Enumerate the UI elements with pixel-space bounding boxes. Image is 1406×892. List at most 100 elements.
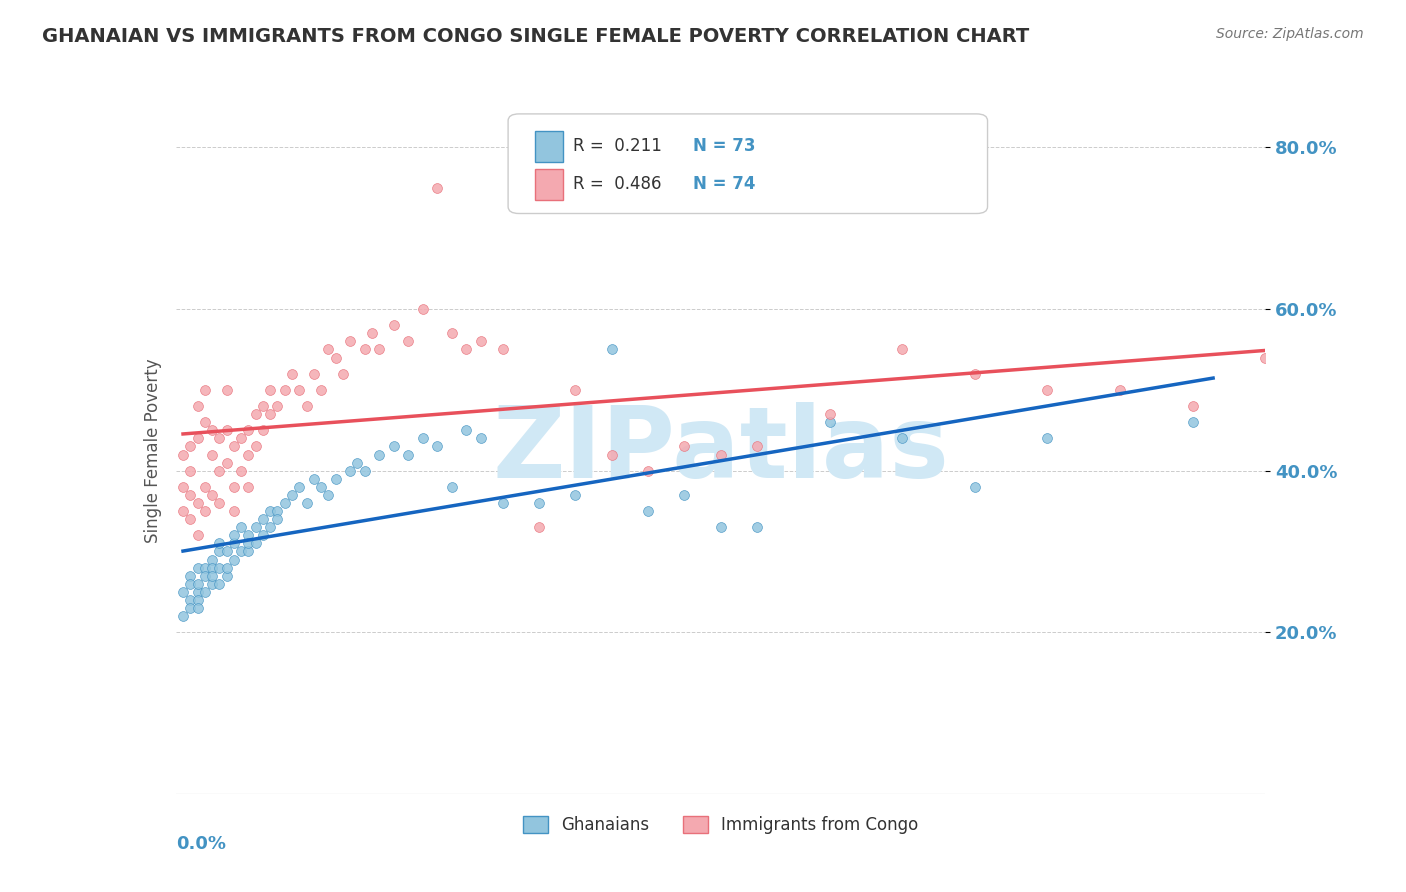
Text: R =  0.211: R = 0.211: [574, 137, 662, 155]
Point: [179, 512, 201, 526]
Point: [238, 480, 260, 494]
Y-axis label: Single Female Poverty: Single Female Poverty: [143, 359, 162, 542]
Point: [339, 464, 361, 478]
Point: [600, 343, 623, 357]
Point: [396, 448, 419, 462]
Point: [172, 585, 194, 599]
Point: [412, 431, 434, 445]
Point: [186, 593, 209, 607]
Point: [245, 407, 267, 421]
Point: [186, 576, 209, 591]
Point: [186, 528, 209, 542]
Point: [208, 544, 231, 558]
Point: [353, 343, 375, 357]
Point: [222, 439, 245, 453]
Point: [259, 504, 281, 518]
Point: [201, 560, 224, 574]
Point: [215, 560, 238, 574]
Point: [172, 480, 194, 494]
Point: [208, 431, 231, 445]
Point: [426, 439, 449, 453]
Point: [194, 568, 217, 582]
Point: [346, 456, 368, 470]
Point: [318, 343, 340, 357]
Point: [186, 585, 209, 599]
Point: [186, 601, 209, 615]
Point: [194, 415, 217, 429]
Point: [564, 488, 586, 502]
Point: [281, 488, 304, 502]
Point: [172, 504, 194, 518]
Point: [309, 480, 332, 494]
Point: [440, 326, 463, 341]
Point: [1181, 415, 1204, 429]
Point: [208, 560, 231, 574]
Point: [353, 464, 375, 478]
Point: [288, 383, 311, 397]
Text: ZIPatlas: ZIPatlas: [492, 402, 949, 499]
Point: [963, 367, 986, 381]
Point: [339, 334, 361, 349]
Point: [201, 488, 224, 502]
Point: [818, 407, 841, 421]
Point: [600, 448, 623, 462]
Point: [208, 464, 231, 478]
Point: [637, 464, 659, 478]
Point: [426, 181, 449, 195]
Point: [245, 536, 267, 550]
Point: [492, 343, 515, 357]
Point: [309, 383, 332, 397]
Point: [673, 488, 696, 502]
Point: [238, 528, 260, 542]
Point: [172, 448, 194, 462]
Point: [266, 399, 288, 413]
Point: [186, 431, 209, 445]
Point: [745, 439, 768, 453]
Text: GHANAIAN VS IMMIGRANTS FROM CONGO SINGLE FEMALE POVERTY CORRELATION CHART: GHANAIAN VS IMMIGRANTS FROM CONGO SINGLE…: [42, 27, 1029, 45]
Point: [208, 496, 231, 510]
Point: [252, 423, 274, 437]
Point: [238, 423, 260, 437]
Point: [252, 512, 274, 526]
Point: [745, 520, 768, 534]
Point: [179, 568, 201, 582]
FancyBboxPatch shape: [508, 114, 987, 213]
Point: [325, 351, 347, 365]
Point: [222, 504, 245, 518]
Point: [891, 343, 914, 357]
Point: [564, 383, 586, 397]
Point: [194, 480, 217, 494]
Point: [179, 439, 201, 453]
Point: [259, 520, 281, 534]
Point: [527, 520, 550, 534]
Point: [1254, 351, 1277, 365]
Point: [302, 367, 325, 381]
Point: [1181, 399, 1204, 413]
Point: [186, 496, 209, 510]
Point: [215, 568, 238, 582]
Point: [332, 367, 354, 381]
Point: [201, 448, 224, 462]
Point: [266, 512, 288, 526]
Point: [1036, 431, 1059, 445]
Point: [208, 536, 231, 550]
Point: [231, 544, 253, 558]
Point: [194, 585, 217, 599]
Point: [201, 423, 224, 437]
Point: [818, 415, 841, 429]
Point: [382, 439, 405, 453]
Point: [295, 399, 318, 413]
Point: [222, 552, 245, 566]
Point: [281, 367, 304, 381]
Point: [637, 504, 659, 518]
Point: [231, 431, 253, 445]
Point: [222, 536, 245, 550]
Point: [1036, 383, 1059, 397]
Legend: Ghanaians, Immigrants from Congo: Ghanaians, Immigrants from Congo: [516, 809, 925, 840]
Point: [412, 301, 434, 316]
Point: [208, 576, 231, 591]
Point: [179, 464, 201, 478]
Point: [302, 472, 325, 486]
Point: [891, 431, 914, 445]
Point: [492, 496, 515, 510]
